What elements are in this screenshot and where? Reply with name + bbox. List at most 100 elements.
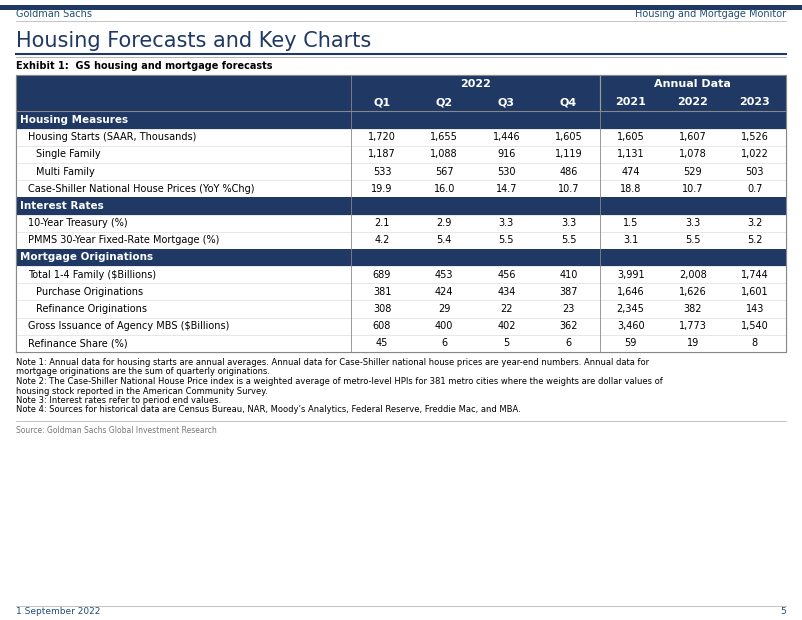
Text: 23: 23 (562, 304, 575, 314)
Text: 2.1: 2.1 (375, 218, 390, 228)
Text: 143: 143 (746, 304, 764, 314)
Text: mortgage originations are the sum of quarterly originations.: mortgage originations are the sum of qua… (16, 368, 270, 376)
Text: 387: 387 (559, 287, 577, 297)
Text: Multi Family: Multi Family (36, 167, 95, 177)
Bar (16, 283, 786, 301)
Text: 530: 530 (497, 167, 516, 177)
Bar (16, 163, 786, 180)
Text: 1,131: 1,131 (617, 149, 645, 159)
Text: Q2: Q2 (435, 97, 453, 107)
Text: 1,646: 1,646 (617, 287, 645, 297)
Text: Goldman Sachs: Goldman Sachs (16, 9, 92, 19)
Text: Annual Data: Annual Data (654, 79, 731, 89)
Text: 503: 503 (746, 167, 764, 177)
Text: Refinance Originations: Refinance Originations (36, 304, 147, 314)
Text: 362: 362 (559, 321, 577, 331)
Text: 1,526: 1,526 (741, 132, 769, 142)
Bar (16, 266, 786, 283)
Text: 916: 916 (497, 149, 516, 159)
Text: 5.4: 5.4 (436, 236, 452, 246)
Bar (0, 5, 802, 10)
Text: PMMS 30-Year Fixed-Rate Mortgage (%): PMMS 30-Year Fixed-Rate Mortgage (%) (28, 236, 220, 246)
Text: 533: 533 (373, 167, 391, 177)
Text: 5.2: 5.2 (747, 236, 763, 246)
Text: 1,605: 1,605 (555, 132, 582, 142)
Text: 1,773: 1,773 (678, 321, 707, 331)
Text: Note 3: Interest rates refer to period end values.: Note 3: Interest rates refer to period e… (16, 396, 221, 405)
Text: 3.3: 3.3 (685, 218, 700, 228)
Text: 1,078: 1,078 (679, 149, 707, 159)
Text: 1,720: 1,720 (368, 132, 396, 142)
Text: 567: 567 (435, 167, 453, 177)
Text: 474: 474 (622, 167, 640, 177)
Text: 1,187: 1,187 (368, 149, 396, 159)
Text: 14.7: 14.7 (496, 184, 517, 193)
Bar (16, 146, 786, 163)
Text: Q1: Q1 (374, 97, 391, 107)
Text: Q4: Q4 (560, 97, 577, 107)
Text: Note 4: Sources for historical data are Census Bureau, NAR, Moody’s Analytics, F: Note 4: Sources for historical data are … (16, 405, 520, 415)
Text: Purchase Originations: Purchase Originations (36, 287, 143, 297)
Text: 10.7: 10.7 (682, 184, 703, 193)
Text: 8: 8 (751, 339, 758, 348)
Bar (16, 317, 786, 335)
Text: 29: 29 (438, 304, 451, 314)
Text: 382: 382 (683, 304, 702, 314)
Text: 2023: 2023 (739, 97, 770, 107)
Text: 486: 486 (559, 167, 577, 177)
Text: Total 1-4 Family ($Billions): Total 1-4 Family ($Billions) (28, 270, 156, 280)
Text: 402: 402 (497, 321, 516, 331)
Text: Housing Measures: Housing Measures (20, 115, 128, 125)
Text: 45: 45 (376, 339, 388, 348)
Text: 2.9: 2.9 (436, 218, 452, 228)
Text: 5: 5 (780, 606, 786, 616)
Text: 10.7: 10.7 (557, 184, 579, 193)
Text: Source: Goldman Sachs Global Investment Research: Source: Goldman Sachs Global Investment … (16, 426, 217, 435)
Text: 2022: 2022 (460, 79, 491, 89)
Text: Exhibit 1:  GS housing and mortgage forecasts: Exhibit 1: GS housing and mortgage forec… (16, 61, 273, 71)
Text: 608: 608 (373, 321, 391, 331)
Bar (16, 215, 786, 232)
Text: Housing Starts (SAAR, Thousands): Housing Starts (SAAR, Thousands) (28, 132, 196, 142)
Text: 3.3: 3.3 (499, 218, 514, 228)
Text: 22: 22 (500, 304, 512, 314)
Text: 3,460: 3,460 (617, 321, 645, 331)
Text: Interest Rates: Interest Rates (20, 201, 103, 211)
Text: Gross Issuance of Agency MBS ($Billions): Gross Issuance of Agency MBS ($Billions) (28, 321, 229, 331)
Text: 689: 689 (373, 270, 391, 280)
Text: 1,607: 1,607 (679, 132, 707, 142)
Text: 3.3: 3.3 (561, 218, 576, 228)
Text: Housing Forecasts and Key Charts: Housing Forecasts and Key Charts (16, 31, 371, 51)
Bar (16, 301, 786, 317)
Bar (16, 232, 786, 249)
Text: 2021: 2021 (615, 97, 646, 107)
Text: Refinance Share (%): Refinance Share (%) (28, 339, 128, 348)
Text: Case-Shiller National House Prices (YoY %Chg): Case-Shiller National House Prices (YoY … (28, 184, 254, 193)
Text: 6: 6 (565, 339, 572, 348)
Text: 434: 434 (497, 287, 516, 297)
Text: 400: 400 (435, 321, 453, 331)
Text: 3.1: 3.1 (623, 236, 638, 246)
Text: 19.9: 19.9 (371, 184, 393, 193)
Text: 424: 424 (435, 287, 453, 297)
Text: Q3: Q3 (498, 97, 515, 107)
Text: 6: 6 (441, 339, 448, 348)
Text: 5.5: 5.5 (685, 236, 700, 246)
Bar (16, 128, 786, 146)
Text: 456: 456 (497, 270, 516, 280)
Text: 1,446: 1,446 (492, 132, 520, 142)
Text: 19: 19 (687, 339, 699, 348)
Text: 5: 5 (503, 339, 509, 348)
Text: 10-Year Treasury (%): 10-Year Treasury (%) (28, 218, 128, 228)
Text: 3.2: 3.2 (747, 218, 763, 228)
Text: 453: 453 (435, 270, 453, 280)
Text: 1,022: 1,022 (741, 149, 769, 159)
Bar (16, 197, 786, 215)
Bar (16, 249, 786, 266)
Text: 381: 381 (373, 287, 391, 297)
Text: 1,626: 1,626 (679, 287, 707, 297)
Text: 1,601: 1,601 (741, 287, 769, 297)
Text: 2,345: 2,345 (617, 304, 645, 314)
Text: 16.0: 16.0 (434, 184, 455, 193)
Text: 2,008: 2,008 (679, 270, 707, 280)
